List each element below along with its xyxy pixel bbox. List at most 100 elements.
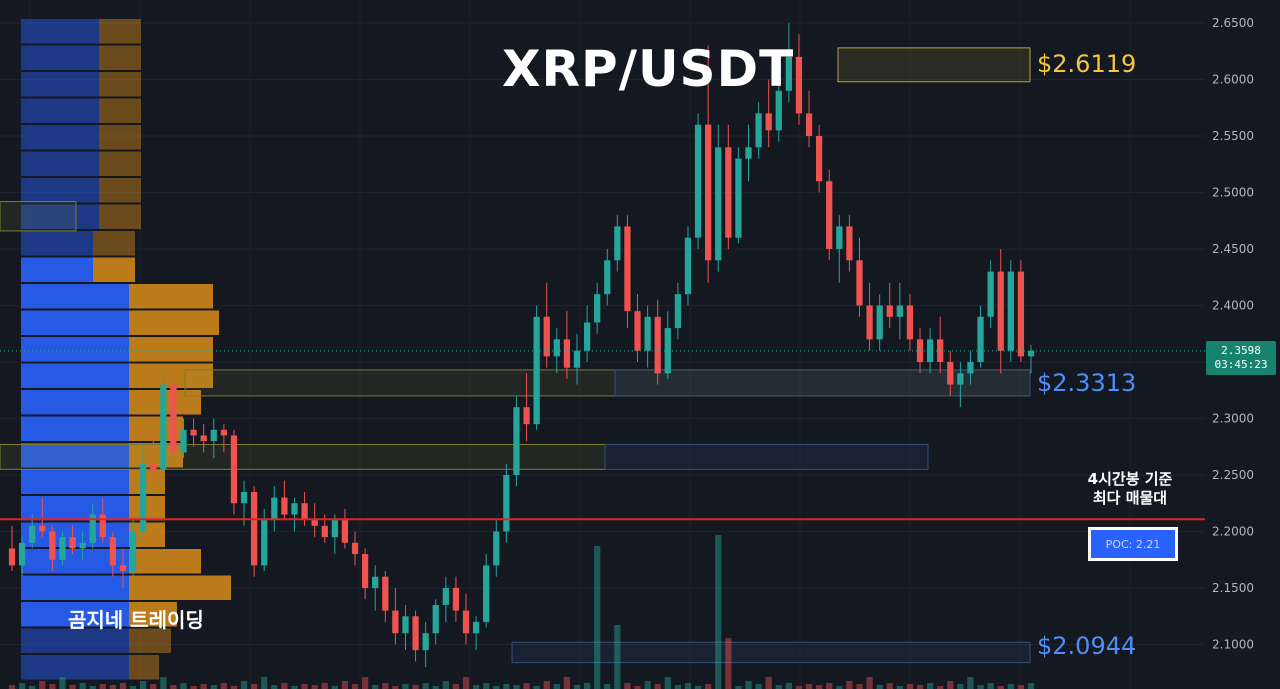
volume-bar (533, 686, 540, 689)
candle-body (8, 548, 16, 566)
vp-sell-bar (129, 602, 177, 627)
candle-body (271, 497, 278, 521)
candle-body (1017, 271, 1025, 357)
candle-body (210, 429, 217, 442)
volume-bar (422, 683, 429, 689)
candle-body (422, 633, 429, 651)
candle-body (99, 514, 106, 538)
volume-bar (785, 683, 792, 689)
volume-bar (150, 684, 157, 689)
candle-body (49, 531, 56, 560)
candle-body (261, 520, 268, 566)
zone-2.26-right (604, 443, 929, 470)
candle-body (402, 616, 409, 634)
vp-buy-bar (21, 363, 129, 388)
volume-bar (361, 677, 369, 689)
volume-bar (442, 681, 449, 689)
volume-bar (160, 677, 167, 689)
vp-sell-bar (129, 549, 201, 574)
volume-bar (654, 684, 661, 689)
vp-buy-bar (21, 655, 129, 680)
note-line-1: 4시간봉 기준 (1087, 470, 1173, 488)
vp-sell-bar (129, 496, 165, 521)
candle-body (886, 305, 893, 317)
vp-buy-bar (21, 98, 99, 123)
candle-body (281, 497, 288, 515)
candle-body (795, 56, 803, 114)
volume-bar (1027, 683, 1035, 689)
vp-sell-bar (129, 469, 165, 494)
volume-bar (826, 683, 833, 689)
candle-body (523, 407, 530, 425)
candle-body (291, 503, 298, 515)
candle-body (392, 610, 399, 634)
volume-bar (483, 683, 490, 689)
last-price-badge: 2.3598 03:45:23 (1206, 341, 1276, 375)
vp-buy-bar (21, 125, 99, 150)
max-volume-note: 4시간봉 기준 최다 매물대 (1060, 470, 1200, 508)
candle-body (1007, 271, 1014, 351)
volume-bar (129, 686, 137, 689)
candle-body (977, 316, 984, 362)
vp-buy-bar (21, 204, 99, 229)
candle-body (533, 316, 540, 425)
candle-body (826, 181, 833, 249)
volume-bar (916, 685, 924, 689)
volume-bar (140, 681, 147, 689)
candle-body (715, 147, 722, 261)
vp-buy-bar (21, 257, 93, 282)
volume-bar (8, 685, 16, 689)
vp-buy-bar (21, 496, 129, 521)
candle-body (59, 537, 66, 560)
volume-bar (765, 677, 772, 689)
candle-body (180, 429, 187, 453)
candle-body (634, 311, 641, 351)
volume-bar (261, 677, 268, 689)
volume-bar (957, 684, 964, 689)
candle-body (543, 316, 550, 357)
candle-body (725, 147, 732, 238)
zone-2.6119 (837, 47, 1031, 83)
volume-bar (866, 677, 873, 689)
price-lines (0, 350, 1205, 521)
volume-bar (715, 535, 722, 689)
volume-bar (805, 684, 813, 689)
volume-bar (69, 685, 76, 689)
vp-sell-bar (93, 257, 135, 282)
volume-bar (775, 685, 782, 689)
volume-bar (341, 681, 349, 689)
volume-bar (291, 686, 298, 689)
volume-bar (634, 686, 641, 689)
tick-label: 2.4500 (1212, 242, 1254, 256)
candle-body (513, 407, 520, 475)
vp-sell-bar (93, 231, 135, 256)
volume-bar (725, 638, 732, 689)
candle-body (190, 429, 197, 436)
vp-sell-bar (129, 310, 219, 335)
candle-body (89, 514, 96, 543)
volume-bar (240, 681, 248, 689)
vp-buy-bar (21, 231, 93, 256)
note-line-2: 최다 매물대 (1092, 489, 1168, 507)
volume-bar (392, 686, 399, 689)
candle-body (140, 463, 147, 532)
candle-body (856, 260, 863, 306)
zone-left-2.48 (0, 201, 77, 232)
volume-bar (180, 683, 187, 689)
chart-title: XRP/USDT (502, 40, 795, 98)
volume-bar (311, 685, 318, 689)
candle-body (321, 525, 328, 538)
volume-bar (109, 685, 117, 689)
volume-bar (190, 686, 197, 689)
volume-bar (281, 683, 288, 689)
candle-body (200, 435, 207, 442)
candle-body (614, 226, 621, 261)
volume-bar (210, 685, 217, 689)
candle-body (230, 435, 238, 504)
candle-body (674, 294, 682, 329)
candle-body (594, 294, 601, 323)
volume-bar (99, 684, 106, 689)
volume-bar (462, 677, 470, 689)
candles (8, 23, 1035, 689)
